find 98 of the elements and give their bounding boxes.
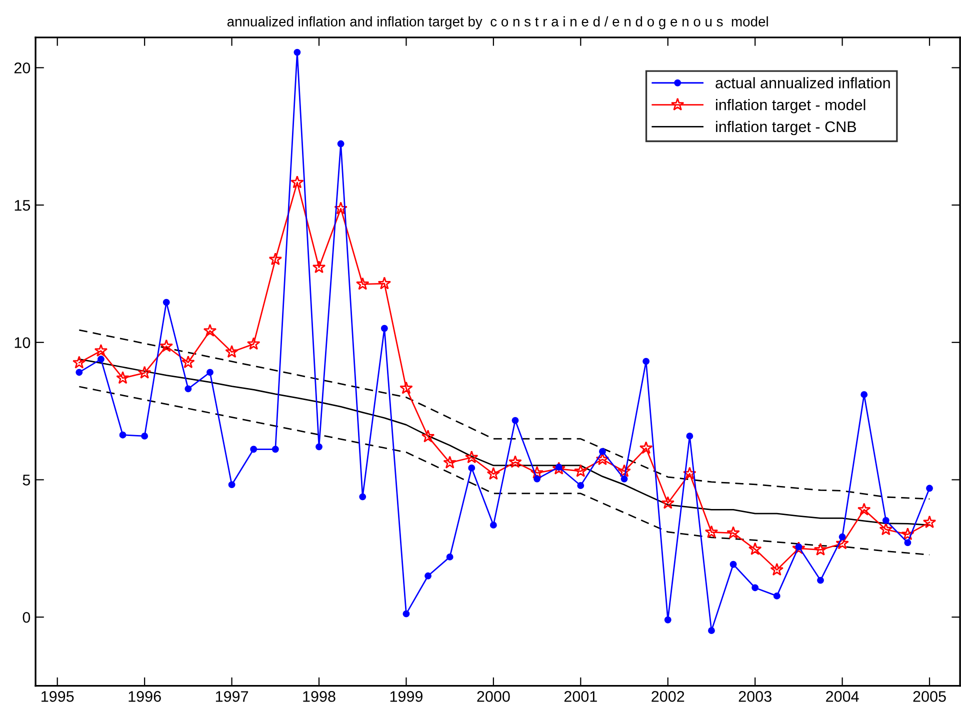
point (400, 381, 413, 394)
point (882, 516, 890, 524)
point (119, 432, 126, 438)
point (184, 385, 192, 392)
point (228, 481, 236, 488)
point (203, 324, 217, 337)
point (72, 356, 86, 368)
point (926, 484, 933, 492)
point (838, 533, 846, 540)
point (857, 502, 871, 516)
x-tick-label: 2000 (477, 691, 510, 702)
point (424, 572, 432, 580)
point (486, 467, 500, 480)
point (704, 525, 718, 538)
point (138, 366, 152, 379)
point (443, 456, 456, 468)
point (246, 337, 260, 350)
point (642, 358, 650, 365)
point (97, 356, 104, 363)
x-tick-label: 2002 (652, 691, 684, 702)
point (446, 553, 454, 560)
y-tick-label: 15 (14, 200, 30, 211)
line-series (78, 329, 930, 500)
point (464, 450, 478, 464)
line-series (78, 386, 930, 556)
point (160, 339, 174, 352)
point (904, 539, 912, 546)
y-tick-label: 10 (14, 337, 30, 348)
point (814, 542, 828, 556)
point (334, 202, 348, 214)
point (250, 446, 258, 453)
point (860, 391, 868, 398)
x-tick-label: 2004 (826, 691, 859, 702)
point (922, 515, 936, 528)
point (620, 475, 628, 482)
point (598, 448, 606, 455)
x-tick-label: 2005 (913, 691, 946, 702)
point (378, 276, 392, 290)
y-tick-label: 0 (22, 612, 30, 623)
point (402, 610, 410, 618)
point (639, 441, 653, 454)
point (730, 560, 737, 568)
point (141, 432, 148, 440)
chart-title: annualized inflation and inflation target by c o n s t r a i n e d / e n d o g e n o u s model (227, 16, 768, 30)
point (162, 298, 170, 306)
legend-label: inflation target - CNB (716, 120, 856, 136)
point (268, 252, 282, 266)
point (272, 446, 279, 453)
point (76, 368, 83, 376)
point (206, 368, 214, 376)
point (380, 324, 388, 332)
y-tick-label: 5 (22, 474, 30, 486)
point (421, 430, 435, 442)
x-tick-label: 2001 (564, 691, 597, 702)
x-tick-label: 1999 (390, 691, 422, 702)
x-tick-label: 1997 (216, 691, 248, 702)
y-tick-label: 20 (14, 62, 30, 74)
point (686, 432, 694, 440)
point (817, 576, 824, 584)
point (901, 527, 914, 540)
point (225, 345, 238, 358)
point (726, 526, 740, 539)
point (534, 475, 541, 482)
point (770, 562, 784, 576)
point (468, 464, 476, 472)
point (312, 260, 326, 274)
point (577, 482, 584, 489)
legend-label: inflation target - model (716, 99, 866, 114)
x-tick-label: 1995 (42, 691, 74, 702)
point (792, 541, 806, 554)
point (530, 466, 544, 479)
point (337, 140, 344, 148)
x-tick-label: 1998 (303, 691, 336, 702)
point (290, 176, 304, 188)
point (748, 542, 762, 556)
point (618, 464, 631, 477)
point (664, 616, 672, 624)
point (708, 627, 715, 634)
point (683, 466, 696, 480)
point (316, 443, 322, 450)
point (508, 455, 522, 468)
point (94, 344, 108, 357)
point (356, 277, 370, 290)
point (359, 493, 366, 500)
x-tick-label: 2003 (738, 691, 772, 702)
point (879, 522, 893, 536)
point (574, 464, 588, 477)
point (182, 356, 195, 368)
point (294, 48, 301, 56)
point (661, 496, 675, 509)
legend-label: actual annualized inflation (716, 77, 890, 88)
point (773, 592, 780, 600)
point (116, 371, 130, 384)
point (752, 584, 759, 592)
point (552, 462, 566, 475)
point (490, 522, 497, 529)
x-tick-label: 1996 (128, 691, 161, 702)
point (512, 416, 519, 424)
